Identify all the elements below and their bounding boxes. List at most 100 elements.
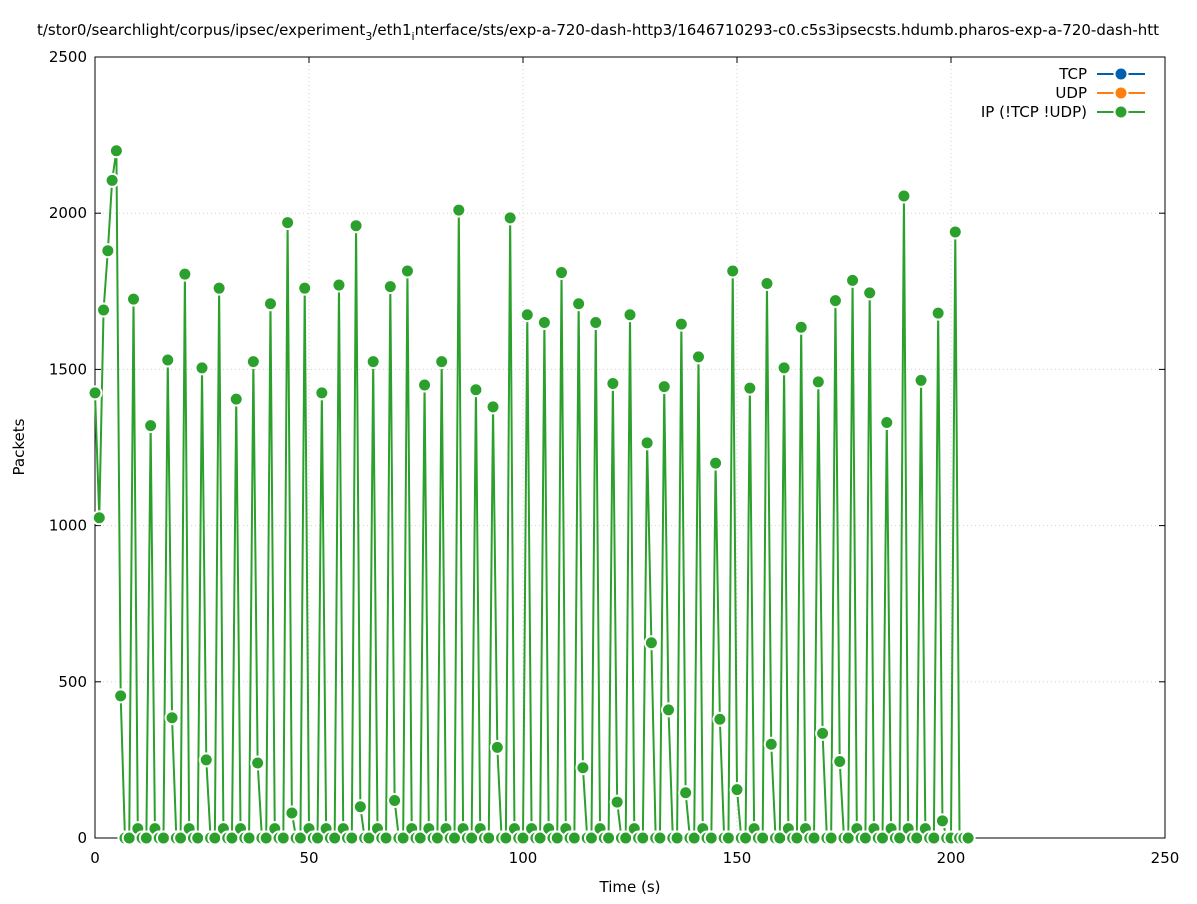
data-point [365,354,381,370]
data-point [468,382,484,398]
data-point [673,316,689,332]
data-point [643,635,659,651]
data-point [622,307,638,323]
title-part: t/stor0/searchlight/corpus/ipsec/experim… [37,21,365,39]
data-point [926,830,942,846]
data-point [725,263,741,279]
data-point [382,279,398,295]
y-tick-label: 0 [77,829,87,847]
data-point [947,224,963,240]
x-tick-label: 200 [937,849,966,867]
data-point [720,830,736,846]
data-point [588,315,604,331]
data-point [742,380,758,396]
data-point [879,415,895,431]
data-point [489,739,505,755]
data-point [284,805,300,821]
data-point [930,305,946,321]
legend-label: UDP [1055,84,1087,102]
series-line [94,150,969,839]
data-point [348,218,364,234]
legend-marker [1113,85,1129,101]
y-axis-label: Packets [10,418,28,475]
data-point [502,210,518,226]
data-point [91,510,107,526]
data-point [241,830,257,846]
data-point [763,736,779,752]
data-point [451,202,467,218]
data-point [759,275,775,291]
data-point [100,243,116,259]
data-point [755,830,771,846]
data-point [605,375,621,391]
data-point [378,830,394,846]
x-axis: 0 50 100 150 200 250 [90,57,1179,867]
title-part: nterface/sts/exp-a-720-dash-http3/164671… [415,21,1160,39]
data-point [729,782,745,798]
data-point [609,794,625,810]
data-point [228,391,244,407]
data-point [262,296,278,312]
plot-border [94,56,1166,839]
x-tick-label: 50 [299,849,318,867]
data-point [652,830,668,846]
data-point [960,830,976,846]
y-tick-label: 1000 [49,517,87,535]
data-point [108,143,124,159]
data-point [417,377,433,393]
data-point [554,265,570,281]
data-point [126,291,142,307]
data-point [776,360,792,376]
data-point [485,399,501,415]
data-point [601,830,617,846]
data-point [113,688,129,704]
data-point [661,702,677,718]
data-point [314,385,330,401]
data-point [536,315,552,331]
data-point [827,293,843,309]
data-point [669,830,685,846]
data-point [793,319,809,335]
chart-title: t/stor0/searchlight/corpus/ipsec/experim… [37,21,1159,43]
data-point [845,272,861,288]
data-point [250,755,266,771]
data-point [194,360,210,376]
data-point [211,280,227,296]
data-point [635,830,651,846]
legend-label: TCP [1058,65,1087,83]
y-tick-label: 500 [58,673,87,691]
data-point [245,354,261,370]
data-point [143,418,159,434]
data-point [155,830,171,846]
data-point [96,302,112,318]
series-layer [87,143,976,846]
data-point [387,793,403,809]
data-point [344,830,360,846]
data-point [690,349,706,365]
data-point [832,753,848,769]
data-point [297,280,313,296]
data-point [913,372,929,388]
legend-label: IP (!TCP !UDP) [981,103,1087,121]
data-point [104,172,120,188]
legend-marker [1113,66,1129,82]
data-point [815,725,831,741]
data-point [810,374,826,390]
data-point [703,830,719,846]
x-tick-label: 0 [90,849,100,867]
x-tick-label: 100 [509,849,538,867]
data-point [656,379,672,395]
data-point [164,710,180,726]
data-point [177,266,193,282]
data-point [331,277,347,293]
grid [95,57,1165,838]
data-point [896,188,912,204]
y-tick-label: 2000 [49,204,87,222]
data-point [352,799,368,815]
legend-marker [1113,104,1129,120]
data-point [280,215,296,231]
data-point [823,830,839,846]
x-tick-label: 250 [1151,849,1180,867]
x-tick-label: 150 [723,849,752,867]
